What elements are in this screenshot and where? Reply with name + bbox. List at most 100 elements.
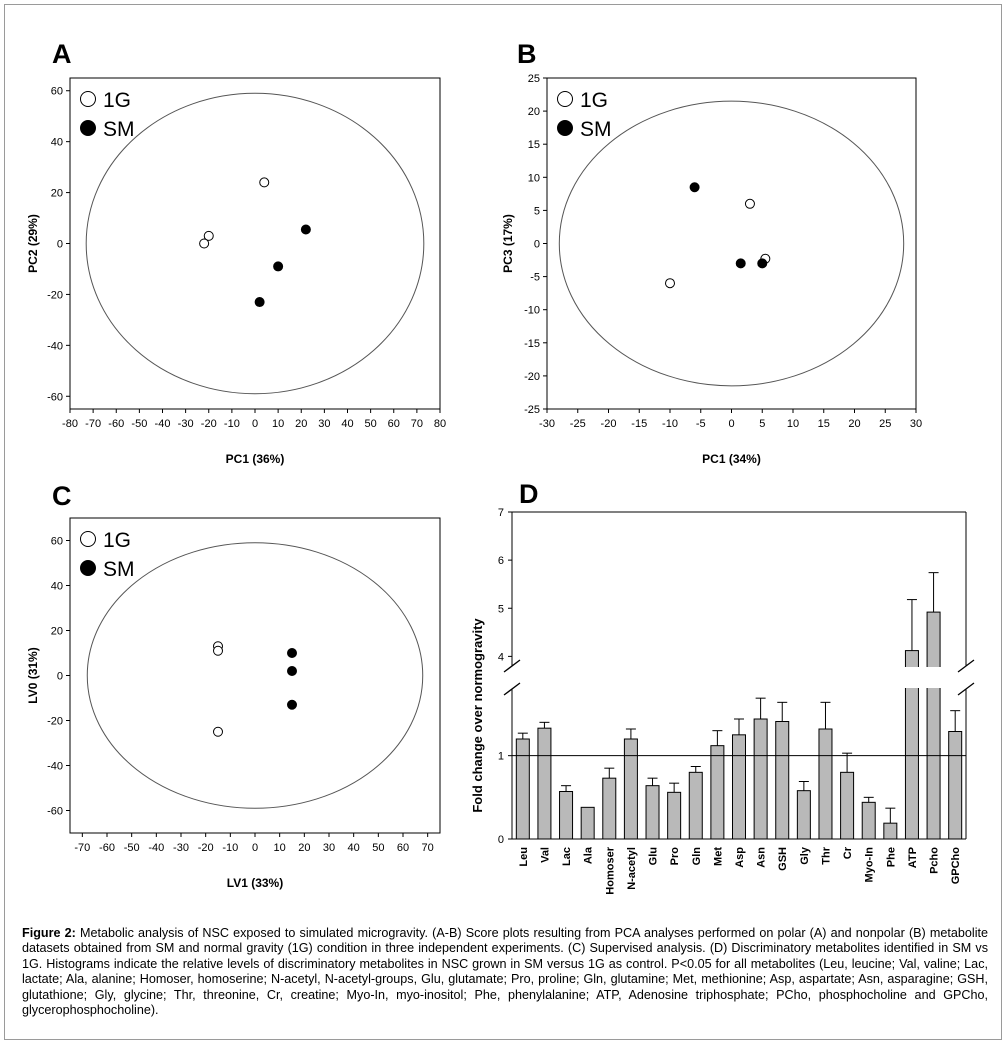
x-tick-label-c: 20 (298, 842, 310, 854)
x-tick-label-a: 80 (434, 418, 446, 430)
sm-point-a (254, 297, 265, 308)
category-label: Pcho (929, 847, 941, 874)
bar (775, 721, 790, 840)
caption-lead: Figure 2: (22, 926, 76, 940)
bar (623, 738, 638, 840)
x-tick-label-a: -60 (108, 418, 124, 430)
x-tick-label-b: 0 (728, 418, 734, 430)
x-tick-label-b: -15 (631, 418, 647, 430)
y-tick-label-a: 20 (51, 188, 63, 200)
legend-marker-open-b (557, 91, 573, 107)
x-tick-label-b: 5 (759, 418, 765, 430)
x-tick-label-b: -5 (696, 418, 706, 430)
axis-break-mark (503, 682, 521, 696)
sm-point-c (287, 648, 297, 658)
y-tick-label-c: -60 (47, 806, 63, 818)
x-tick-label-a: 20 (295, 418, 307, 430)
y-tick-label-b: -25 (524, 404, 540, 416)
category-label: Thr (820, 846, 832, 864)
legend-label-filled-b: SM (580, 118, 612, 141)
category-label: Val (539, 847, 551, 863)
category-label: Asp (734, 847, 746, 868)
category-label: Asn (756, 847, 768, 868)
legend-label-open-c: 1G (103, 529, 131, 552)
sm-point-a (273, 261, 284, 272)
panel-label-c: C (52, 481, 72, 511)
y-tick-label-c: -40 (47, 761, 63, 773)
y-tick-label-b: 10 (528, 172, 540, 184)
category-label: Myo-In (864, 847, 876, 883)
category-label: GSH (777, 847, 789, 871)
x-tick-label-a: -80 (62, 418, 78, 430)
y-tick-label-b: 20 (528, 106, 540, 118)
y-tick-label-b: -20 (524, 371, 540, 383)
onegee-point-a (203, 230, 214, 241)
x-tick-label-a: 10 (272, 418, 284, 430)
figure-frame (4, 4, 1002, 1040)
y-tick-label-a: 60 (51, 86, 63, 98)
x-tick-label-a: -20 (201, 418, 217, 430)
category-label: Met (712, 847, 724, 866)
legend-label-filled-c: SM (103, 558, 135, 581)
legend-marker-filled-a (80, 120, 96, 136)
y-tick-label-d: 7 (498, 507, 504, 519)
x-tick-label-a: -30 (178, 418, 194, 430)
panel-label-b: B (517, 39, 537, 69)
category-label: Phe (885, 847, 897, 867)
bar (559, 791, 574, 840)
score-plot-a: -80 -70 -60 -50 -40 -30 -20 -10 0 10 20 30 40 50 60 70 8… (26, 77, 446, 466)
x-tick-label-c: 60 (397, 842, 409, 854)
plot-frame-a (69, 77, 441, 410)
x-tick-label-c: -20 (198, 842, 214, 854)
category-label: Lac (561, 847, 573, 866)
x-tick-label-c: 30 (323, 842, 335, 854)
y-tick-label-b: -10 (524, 305, 540, 317)
y-tick-label-b: 5 (534, 205, 540, 217)
onegee-point-c (213, 645, 223, 656)
x-tick-label-a: 60 (388, 418, 400, 430)
confidence-ellipse-b (558, 100, 905, 387)
y-tick-label-b: -5 (530, 272, 540, 284)
x-axis-title-c: LV1 (33%) (227, 876, 283, 890)
x-tick-label-a: -10 (224, 418, 240, 430)
bar (818, 728, 833, 840)
y-tick-label-a: -60 (47, 391, 63, 403)
bar (861, 801, 876, 840)
onegee-point-c (213, 726, 223, 737)
x-tick-label-b: 25 (879, 418, 891, 430)
x-tick-label-b: -20 (601, 418, 617, 430)
bar (537, 727, 552, 840)
x-tick-label-c: -60 (99, 842, 115, 854)
y-tick-label-b: -15 (524, 338, 540, 350)
bar (796, 790, 811, 840)
score-plot-c: -70 -60 -50 -40 -30 -20 -10 0 10 20 30 40 50 60 70 60 40… (26, 517, 441, 890)
x-tick-label-b: -30 (539, 418, 555, 430)
figure-canvas: A B C D -80 -70 -60 -50 -40 -30 -20 -10 0 10 20 30 4… (26, 39, 978, 895)
y-tick-label-c: 60 (51, 536, 63, 548)
x-tick-label-c: 50 (372, 842, 384, 854)
figure-caption: Figure 2: Metabolic analysis of NSC expo… (22, 926, 988, 1018)
sm-point-c (287, 699, 297, 710)
category-label: Pro (669, 847, 681, 866)
x-tick-label-c: 70 (422, 842, 434, 854)
y-tick-label-c: 0 (57, 671, 63, 683)
y-tick-label-a: 40 (51, 137, 63, 149)
sm-point-b (757, 258, 768, 269)
bar (840, 771, 855, 840)
bar (688, 771, 703, 840)
bar (732, 734, 746, 840)
bar (602, 777, 617, 840)
x-axis-title-a: PC1 (36%) (226, 452, 285, 466)
category-label: Ala (583, 846, 595, 864)
onegee-point-b (744, 198, 755, 209)
confidence-ellipse-a (85, 92, 425, 395)
bar-chart-d: Leu Val Lac Ala Homoser N-acetyl Glu Pro Gln Met A… (470, 507, 978, 895)
onegee-point-a (199, 238, 210, 249)
y-axis-title-c: LV0 (31%) (26, 647, 40, 703)
x-tick-label-c: 10 (274, 842, 286, 854)
y-tick-label-d: 0 (498, 834, 504, 846)
y-tick-label-c: 20 (51, 626, 63, 638)
bar (515, 738, 530, 840)
confidence-ellipse-c (86, 542, 424, 809)
legend-marker-open-c (80, 531, 96, 547)
